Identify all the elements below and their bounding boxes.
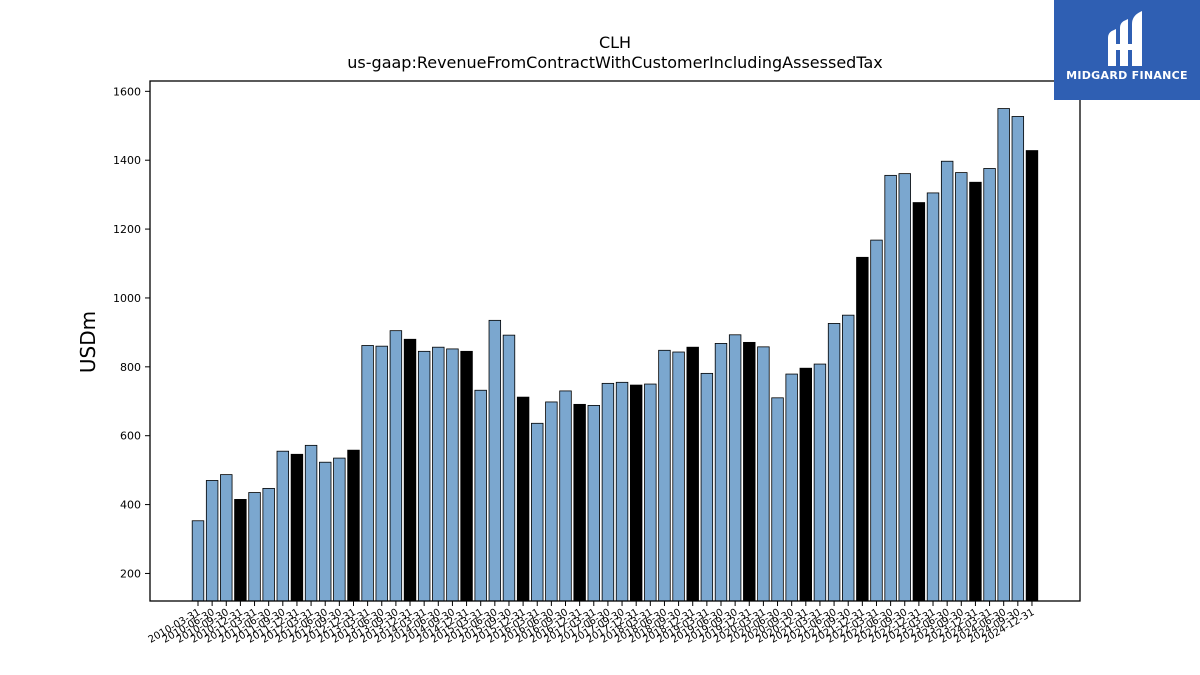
bar-2022-06-30 <box>884 174 897 602</box>
bar-2017-03-31 <box>587 404 600 602</box>
bar-2021-06-30 <box>827 323 841 602</box>
bar-2011-03-31 <box>248 492 261 602</box>
midgard-logo-icon <box>1108 11 1142 66</box>
bar-2023-12-31 <box>969 181 982 602</box>
bar-2016-12-31 <box>573 403 586 602</box>
y-tick-label: 800 <box>120 361 141 374</box>
bar-2010-03-31 <box>191 520 205 602</box>
bar-2010-06-30 <box>205 480 219 602</box>
bar-2012-06-30 <box>319 461 332 602</box>
bar-2018-03-31 <box>644 383 657 602</box>
bar-2019-06-30 <box>714 343 728 602</box>
bar-2024-12-31 <box>1025 150 1039 602</box>
logo-text: MIDGARD FINANCE <box>1066 69 1188 82</box>
bar-2017-09-30 <box>615 381 629 602</box>
y-tick-label: 1000 <box>113 292 141 305</box>
bar-2023-03-31 <box>926 192 940 602</box>
bar-2016-06-30 <box>545 401 558 602</box>
bar-2015-06-30 <box>488 319 502 602</box>
brand-logo: MIDGARD FINANCE <box>1054 0 1200 100</box>
bar-2022-09-30 <box>898 173 911 602</box>
bar-2022-12-31 <box>912 202 926 602</box>
bar-2012-09-30 <box>333 457 346 602</box>
bar-2011-06-30 <box>262 487 275 602</box>
bar-2014-06-30 <box>432 346 445 602</box>
bar-2020-09-30 <box>785 373 798 602</box>
bar-2014-09-30 <box>446 348 459 602</box>
bar-2015-09-30 <box>502 334 516 602</box>
y-ticks-group: 200 400 600 800 1000 1200 1400 1600 <box>113 85 150 580</box>
bar-2013-03-31 <box>361 345 374 602</box>
bar-2023-09-30 <box>955 172 968 602</box>
bar-2020-03-31 <box>757 346 770 602</box>
bar-2021-03-31 <box>813 363 827 602</box>
bar-2019-12-31 <box>743 341 756 602</box>
bar-2021-09-30 <box>842 314 855 602</box>
bar-2016-03-31 <box>531 422 544 602</box>
bar-2012-03-31 <box>304 444 318 602</box>
bar-2022-03-31 <box>870 239 883 602</box>
bar-2024-09-30 <box>1011 116 1025 602</box>
bar-2010-09-30 <box>220 474 233 602</box>
bar-2017-12-31 <box>629 384 643 602</box>
bar-2015-03-31 <box>474 389 487 602</box>
bar-2018-06-30 <box>658 349 671 602</box>
bar-2013-09-30 <box>389 330 403 602</box>
y-axis-label: USDm <box>76 311 100 373</box>
y-tick-label: 1200 <box>113 223 141 236</box>
bar-2014-12-31 <box>460 350 473 602</box>
chart-title: CLH <box>599 33 631 52</box>
bar-2018-12-31 <box>686 346 699 602</box>
bar-2019-03-31 <box>700 372 714 602</box>
bar-2013-06-30 <box>375 345 388 602</box>
y-tick-label: 400 <box>120 499 141 512</box>
bar-2011-12-31 <box>290 453 304 602</box>
bars-group <box>191 108 1039 602</box>
bar-2020-12-31 <box>799 367 813 602</box>
bar-2024-03-31 <box>983 168 996 602</box>
chart-subtitle: us-gaap:RevenueFromContractWithCustomerI… <box>347 53 882 72</box>
bar-2010-12-31 <box>234 499 247 602</box>
bar-2014-03-31 <box>417 350 431 602</box>
plot-frame <box>149 80 1081 602</box>
bar-2012-12-31 <box>347 449 360 602</box>
bar-2015-12-31 <box>516 396 530 602</box>
bar-2020-06-30 <box>771 397 784 602</box>
y-tick-label: 200 <box>120 567 141 580</box>
y-tick-label: 600 <box>120 430 141 443</box>
bar-2021-12-31 <box>856 256 869 602</box>
bar-2018-09-30 <box>672 351 685 602</box>
bar-2017-06-30 <box>601 382 615 602</box>
bar-2024-06-30 <box>997 108 1010 602</box>
bar-2013-12-31 <box>403 338 417 602</box>
bar-2023-06-30 <box>940 160 954 602</box>
bar-2011-09-30 <box>276 450 290 602</box>
x-ticks-group: 2010-03-312010-06-302010-09-302010-12-31… <box>147 601 1036 646</box>
bar-2019-09-30 <box>728 334 742 602</box>
y-tick-label: 1400 <box>113 154 141 167</box>
bar-2016-09-30 <box>559 390 572 602</box>
y-tick-label: 1600 <box>113 85 141 98</box>
